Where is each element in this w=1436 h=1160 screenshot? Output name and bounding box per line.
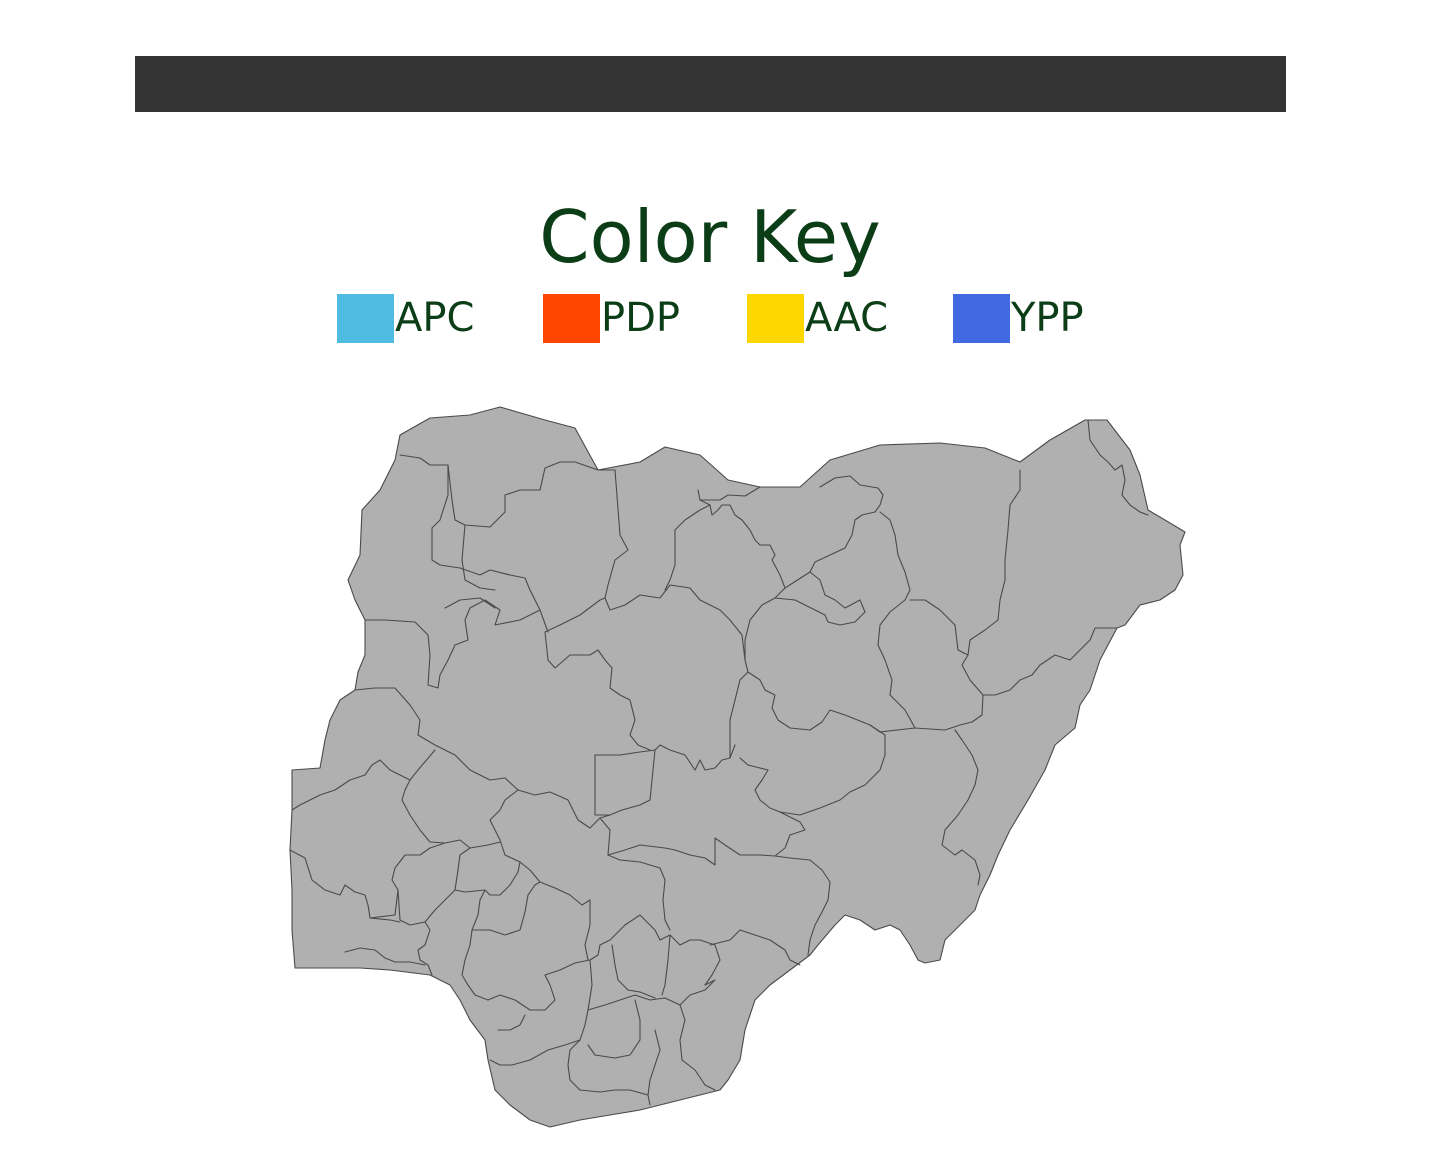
- color-key-legend: APC PDP AAC YPP: [0, 294, 1436, 344]
- legend-swatch-ypp: [953, 294, 1010, 343]
- legend-item-apc: APC: [337, 294, 474, 343]
- legend-swatch-apc: [337, 294, 394, 343]
- legend-label-apc: APC: [395, 295, 475, 341]
- legend-label-aac: AAC: [805, 295, 889, 341]
- legend-label-ypp: YPP: [1011, 295, 1084, 341]
- legend-swatch-aac: [747, 294, 804, 343]
- legend-swatch-pdp: [543, 294, 600, 343]
- color-key-title: Color Key: [539, 195, 881, 279]
- legend-item-ypp: YPP: [953, 294, 1084, 343]
- legend-item-aac: AAC: [747, 294, 888, 343]
- header-bar: [135, 56, 1286, 112]
- map-country-outline[interactable]: [289, 406, 1186, 1128]
- legend-label-pdp: PDP: [601, 295, 681, 341]
- legend-item-pdp: PDP: [543, 294, 680, 343]
- map-state-borders: [289, 419, 1149, 1106]
